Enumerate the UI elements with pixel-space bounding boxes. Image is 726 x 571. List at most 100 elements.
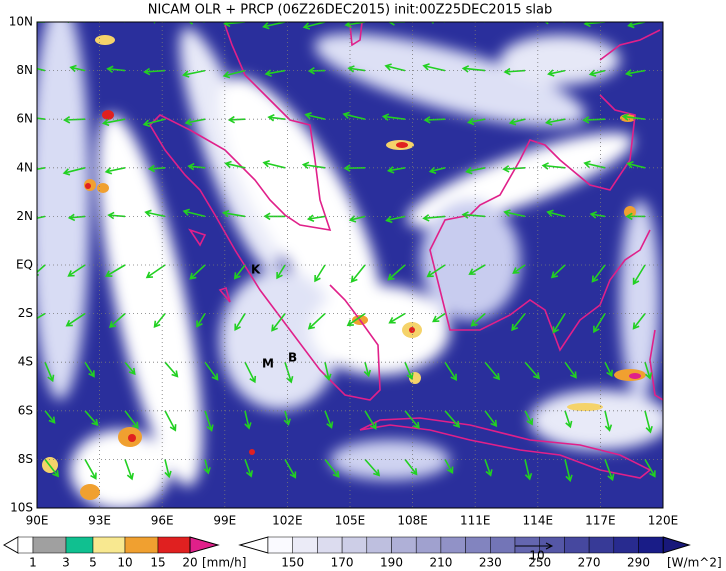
wind-arrow <box>428 166 446 175</box>
wind-arrow <box>164 459 172 479</box>
wind-arrow <box>182 69 206 78</box>
colorbar-label: 10 <box>117 556 132 570</box>
wind-arrow <box>184 118 206 126</box>
wind-arrow <box>110 22 125 23</box>
wind-arrow <box>444 410 461 428</box>
wind-arrow <box>604 361 613 378</box>
wind-arrow <box>101 118 126 127</box>
wind-arrow <box>307 313 326 330</box>
wind-arrow <box>644 459 656 478</box>
wind-arrow <box>445 507 446 508</box>
y-tick-label: 4S <box>18 355 33 369</box>
wind-arrow <box>264 69 286 77</box>
olr-colorbar: 150 170 190 210 230 250 270 290 <box>238 536 691 570</box>
wind-arrow <box>37 67 46 72</box>
wind-reference-label: 10 <box>529 549 544 563</box>
precip-unit: [mm/h] <box>202 556 246 570</box>
wind-arrow <box>44 361 55 383</box>
wind-arrow <box>301 161 326 170</box>
colorbar-label: 290 <box>627 556 650 570</box>
x-tick-label: 105E <box>335 514 366 528</box>
wind-arrow <box>153 313 166 328</box>
wind-arrow <box>593 313 606 334</box>
wind-arrow <box>245 507 247 508</box>
wind-arrow <box>550 264 566 279</box>
wind-arrow <box>511 313 526 332</box>
wind-arrow <box>583 160 606 169</box>
wind-arrow <box>324 458 340 478</box>
colorbar-end <box>662 536 691 554</box>
wind-arrow <box>404 458 418 476</box>
wind-arrow <box>384 63 406 72</box>
colorbar-label: 250 <box>528 556 551 570</box>
wind-arrow <box>386 166 406 174</box>
colorbar-label: 150 <box>281 556 304 570</box>
wind-arrow <box>107 211 126 220</box>
wind-arrow <box>624 69 646 77</box>
x-tick-label: 120E <box>648 514 679 528</box>
wind-arrow <box>387 22 405 26</box>
wind-arrow <box>182 208 206 218</box>
wind-arrow <box>37 167 46 171</box>
latitude-labels: 10N 8N 6N 4N 2N EQ 2S 4S 6S 8S 10S <box>9 15 33 515</box>
wind-arrow <box>588 69 606 77</box>
x-tick-label: 90E <box>26 514 49 528</box>
wind-arrow <box>564 361 577 379</box>
wind-arrow <box>508 118 526 126</box>
olr-unit: [W/m^2] <box>667 556 722 570</box>
wind-arrow <box>125 507 126 508</box>
wind-arrow <box>546 209 566 218</box>
wind-arrow <box>262 22 286 30</box>
wind-arrow <box>37 264 46 276</box>
wind-arrow <box>234 313 246 331</box>
wind-arrow <box>44 458 60 478</box>
y-tick-label: 8N <box>16 63 33 77</box>
colorbar-box <box>391 536 417 554</box>
wind-arrow <box>145 264 166 279</box>
wind-arrow <box>284 361 294 384</box>
wind-arrow <box>204 361 219 381</box>
wind-arrow <box>632 264 646 286</box>
wind-arrow <box>363 361 372 378</box>
wind-arrow <box>222 69 246 79</box>
colorbar-label: 270 <box>578 556 601 570</box>
y-tick-label: 6N <box>16 112 33 126</box>
colorbar-label: 5 <box>89 556 97 570</box>
wind-arrow <box>404 410 420 430</box>
wind-arrow <box>503 209 526 218</box>
y-tick-label: 10S <box>10 501 33 515</box>
wind-arrow <box>84 361 95 378</box>
wind-arrow <box>224 160 246 169</box>
x-tick-label: 102E <box>272 514 303 528</box>
wind-arrow <box>644 361 653 380</box>
place-marker: M <box>262 357 274 371</box>
wind-arrow <box>467 117 486 126</box>
wind-arrow <box>37 215 46 220</box>
wind-arrow <box>524 459 533 481</box>
colorbar-box <box>157 536 191 554</box>
wind-arrow <box>164 410 177 432</box>
wind-arrow <box>104 167 126 175</box>
wind-arrow <box>283 410 291 426</box>
wind-arrow <box>564 410 573 429</box>
wind-arrow <box>124 410 139 430</box>
wind-arrow <box>302 22 326 30</box>
wind-arrow <box>262 160 286 169</box>
colorbar-box <box>65 536 94 554</box>
colorbar-box <box>292 536 318 554</box>
colorbar-box <box>92 536 126 554</box>
colorbar-box <box>613 536 639 554</box>
wind-arrow <box>324 410 334 429</box>
y-tick-label: 6S <box>18 403 33 417</box>
wind-arrow <box>604 410 613 432</box>
colorbar-end <box>238 536 269 554</box>
wind-arrow <box>142 118 166 128</box>
y-tick-label: EQ <box>16 258 33 272</box>
wind-arrow <box>632 313 646 330</box>
wind-arrow <box>544 22 565 25</box>
map-frame <box>36 21 664 509</box>
wind-arrow <box>106 65 126 74</box>
wind-arrow <box>444 459 454 474</box>
colorbar-label: 20 <box>182 556 197 570</box>
